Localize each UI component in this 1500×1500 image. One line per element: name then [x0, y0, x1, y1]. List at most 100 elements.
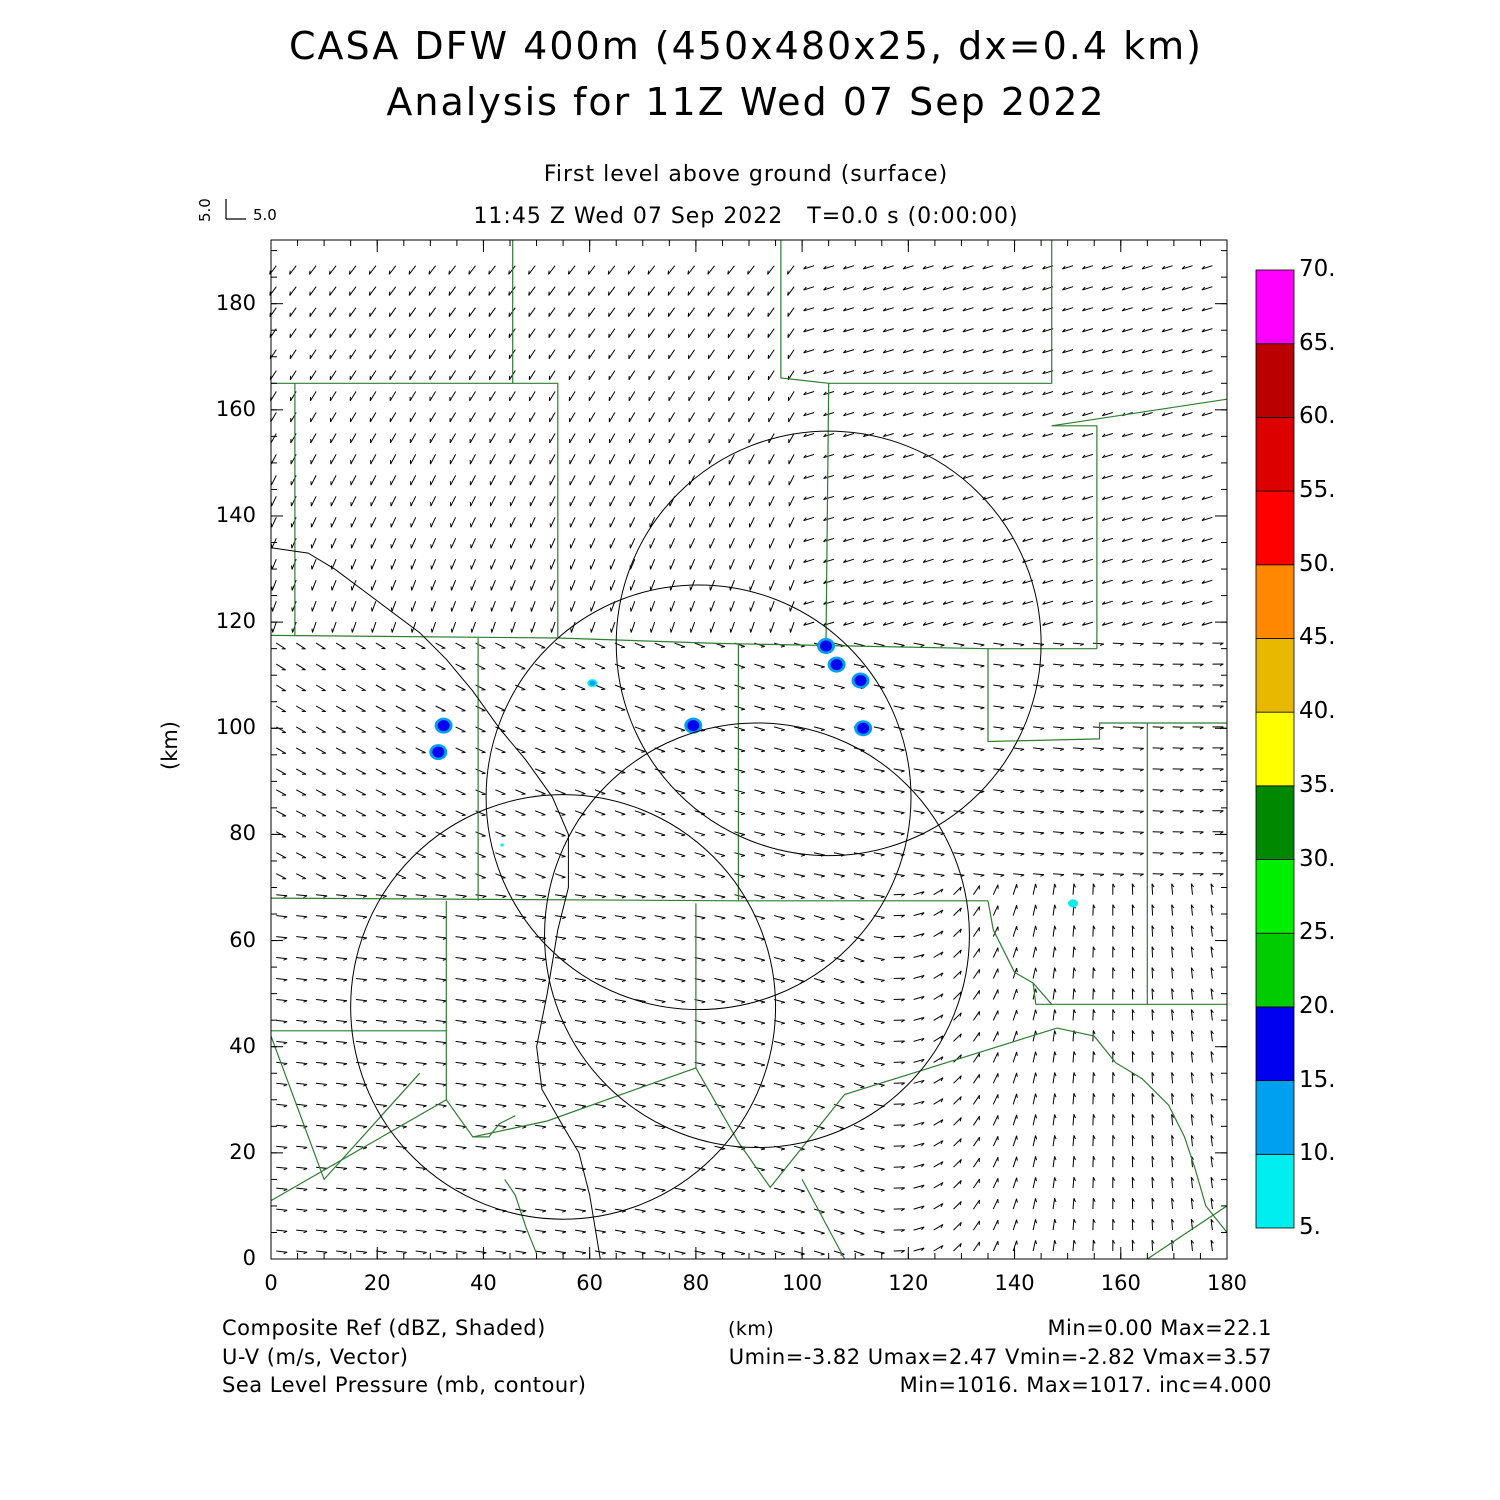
- colorbar-swatch: [1255, 785, 1295, 860]
- y-tick-label: 40: [229, 1033, 256, 1058]
- colorbar-label: 35.: [1299, 771, 1336, 798]
- footer-stats-pressure: Min=1016. Max=1017. inc=4.000: [899, 1373, 1272, 1397]
- radar-range-rings: [350, 430, 1042, 1220]
- colorbar-swatch: [1255, 490, 1295, 566]
- radar-range-ring: [485, 584, 912, 1011]
- x-tick-label: 40: [470, 1271, 497, 1295]
- footer-stats-wind: Umin=-3.82 Umax=2.47 Vmin=-2.82 Vmax=3.5…: [728, 1345, 1272, 1369]
- colorbar-swatch: [1255, 1006, 1295, 1082]
- colorbar-label: 30.: [1299, 845, 1336, 872]
- y-tick-label: 0: [242, 1246, 256, 1270]
- pressure-contour-line: [270, 547, 601, 1260]
- y-axis-label: (km): [158, 720, 182, 770]
- colorbar-label: 15.: [1299, 1066, 1336, 1093]
- chart-title-line2: Analysis for 11Z Wed 07 Sep 2022: [386, 80, 1106, 124]
- echo-core: [854, 675, 867, 687]
- echo-core: [687, 720, 700, 732]
- chart-title-line1: CASA DFW 400m (450x480x25, dx=0.4 km): [288, 24, 1203, 68]
- colorbar-label: 50.: [1299, 550, 1336, 577]
- radar-range-ring: [615, 430, 1042, 857]
- x-tick-label: 140: [994, 1271, 1035, 1295]
- county-line: [270, 897, 988, 902]
- county-line: [504, 1179, 538, 1254]
- radar-range-ring: [350, 794, 777, 1220]
- colorbar-swatch: [1255, 564, 1295, 639]
- county-line: [445, 1099, 516, 1138]
- vector-key-x-label: 5.0: [253, 206, 277, 224]
- radar-range-ring: [544, 722, 970, 1149]
- pressure-contour: [270, 547, 601, 1260]
- county-line: [472, 903, 697, 1138]
- colorbar-label: 20.: [1299, 992, 1336, 1019]
- county-line: [1051, 398, 1228, 427]
- x-tick-label: 100: [782, 1271, 823, 1295]
- colorbar-label: 40.: [1299, 698, 1336, 725]
- x-tick-label: 20: [363, 1271, 391, 1295]
- echo-core: [437, 720, 450, 732]
- colorbar-swatch: [1255, 932, 1295, 1008]
- county-line: [1032, 982, 1053, 1005]
- footer-field-reflectivity: Composite Ref (dBZ, Shaded): [222, 1316, 546, 1340]
- colorbar-label: 60.: [1299, 403, 1336, 430]
- y-tick-label: 180: [215, 290, 256, 315]
- colorbar-swatch: [1255, 711, 1295, 787]
- footer-stats-reflectivity: Min=0.00 Max=22.1: [1047, 1316, 1272, 1340]
- colorbar-swatch: [1255, 416, 1295, 492]
- x-tick-label: 80: [682, 1271, 710, 1295]
- footer-field-pressure: Sea Level Pressure (mb, contour): [222, 1373, 587, 1397]
- colorbar-swatch: [1255, 1153, 1295, 1229]
- time-label: 11:45 Z Wed 07 Sep 2022 T=0.0 s (0:00:00…: [473, 204, 1019, 229]
- colorbar-swatch: [1255, 269, 1295, 345]
- colorbar-label: 10.: [1299, 1140, 1336, 1167]
- colorbar-label: 45.: [1299, 624, 1336, 651]
- county-line: [271, 240, 514, 384]
- county-line: [1146, 1205, 1228, 1260]
- echo-cell: [500, 843, 504, 847]
- axis-ticks: [270, 240, 1228, 1260]
- y-tick-label: 100: [215, 715, 256, 740]
- colorbar-label: 25.: [1299, 919, 1336, 946]
- county-boundaries: [270, 240, 1228, 1260]
- county-line: [801, 1179, 846, 1260]
- colorbar-label: 55.: [1299, 477, 1336, 504]
- colorbar-label: 70.: [1299, 256, 1336, 282]
- reflectivity-echoes: [429, 638, 1078, 908]
- county-line: [1056, 1027, 1228, 1233]
- x-tick-label: 180: [1206, 1271, 1248, 1295]
- county-line: [780, 240, 1053, 384]
- y-tick-label: 120: [215, 609, 256, 634]
- y-tick-label: 20: [229, 1139, 256, 1164]
- colorbar-label: 5.: [1299, 1214, 1321, 1240]
- county-line: [270, 1030, 447, 1202]
- x-tick-label: 160: [1100, 1271, 1141, 1295]
- colorbar: [1255, 269, 1295, 1229]
- echo-core: [830, 659, 843, 671]
- vector-key-icon: [225, 199, 246, 220]
- y-tick-label: 80: [229, 821, 256, 846]
- x-tick-label: 0: [264, 1271, 278, 1295]
- wind-vector-field: [269, 265, 1224, 1256]
- county-line: [270, 1035, 421, 1181]
- county-line: [987, 900, 1227, 1005]
- echo-core: [857, 722, 870, 734]
- footer-field-wind: U-V (m/s, Vector): [222, 1345, 409, 1369]
- colorbar-swatch: [1255, 343, 1295, 418]
- echo-core: [820, 640, 833, 652]
- x-axis-label: (km): [728, 1318, 775, 1340]
- county-line: [512, 382, 559, 638]
- y-tick-label: 140: [215, 502, 256, 527]
- colorbar-swatch: [1255, 1080, 1295, 1155]
- county-line: [825, 383, 830, 644]
- county-line: [987, 648, 1227, 743]
- echo-cell: [1067, 899, 1078, 908]
- colorbar-label: 65.: [1299, 329, 1336, 356]
- county-line: [271, 900, 447, 1032]
- level-label: First level above ground (surface): [543, 162, 949, 187]
- y-tick-label: 160: [215, 396, 256, 421]
- colorbar-swatch: [1255, 859, 1295, 934]
- county-line: [1051, 425, 1098, 649]
- y-tick-label: 60: [229, 927, 256, 952]
- county-line: [695, 1027, 1058, 1189]
- x-tick-label: 60: [576, 1271, 604, 1295]
